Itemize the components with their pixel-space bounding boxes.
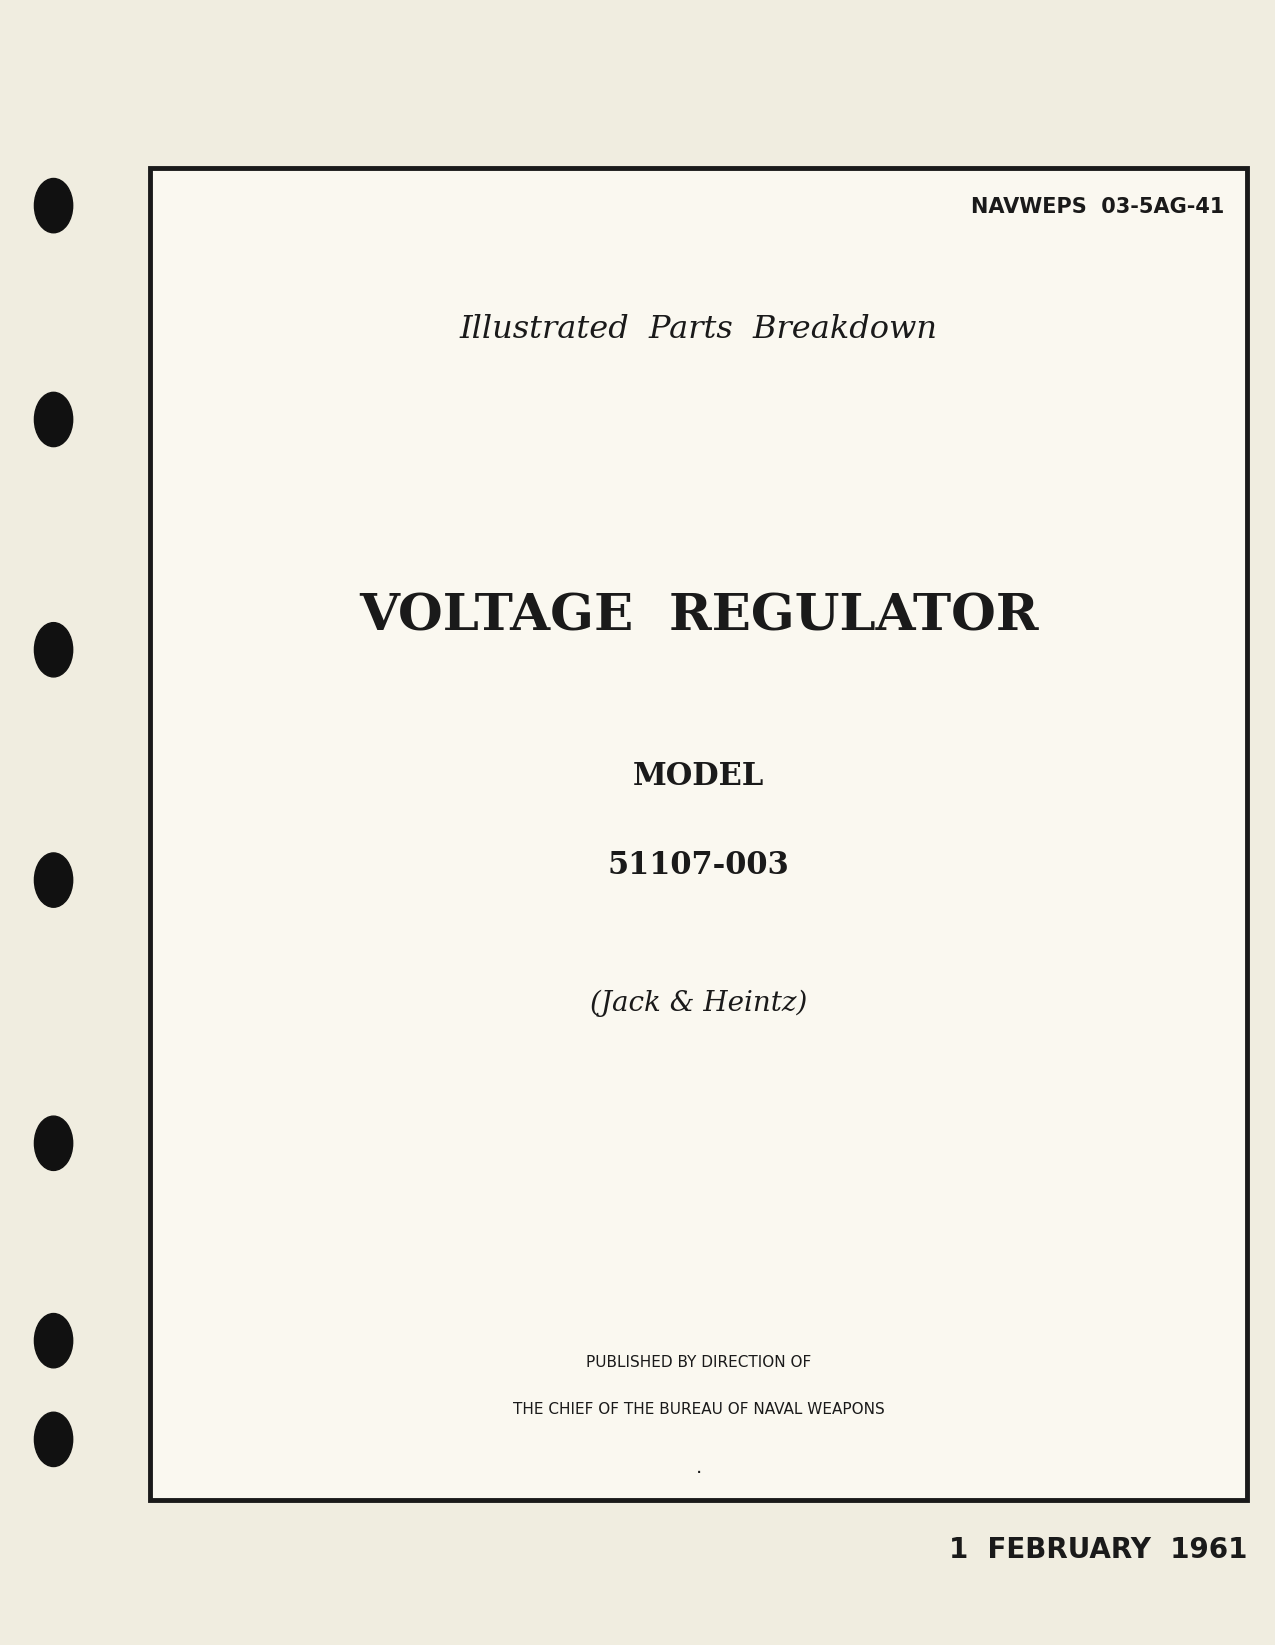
Text: 51107-003: 51107-003 [608,850,789,880]
Text: VOLTAGE  REGULATOR: VOLTAGE REGULATOR [360,592,1038,642]
Ellipse shape [34,622,73,678]
Text: Illustrated  Parts  Breakdown: Illustrated Parts Breakdown [460,314,937,344]
Ellipse shape [34,852,73,906]
Text: .: . [696,1457,701,1477]
Text: THE CHIEF OF THE BUREAU OF NAVAL WEAPONS: THE CHIEF OF THE BUREAU OF NAVAL WEAPONS [513,1402,885,1418]
Ellipse shape [34,1313,73,1369]
Ellipse shape [34,392,73,446]
Ellipse shape [34,1115,73,1171]
Text: MODEL: MODEL [634,762,764,791]
Text: PUBLISHED BY DIRECTION OF: PUBLISHED BY DIRECTION OF [586,1354,811,1370]
Text: 1  FEBRUARY  1961: 1 FEBRUARY 1961 [949,1536,1247,1564]
Ellipse shape [34,178,73,232]
Text: (Jack & Heintz): (Jack & Heintz) [590,990,807,1017]
Ellipse shape [34,1411,73,1467]
Bar [150,168,1247,1500]
Text: NAVWEPS  03-5AG-41: NAVWEPS 03-5AG-41 [970,197,1224,217]
